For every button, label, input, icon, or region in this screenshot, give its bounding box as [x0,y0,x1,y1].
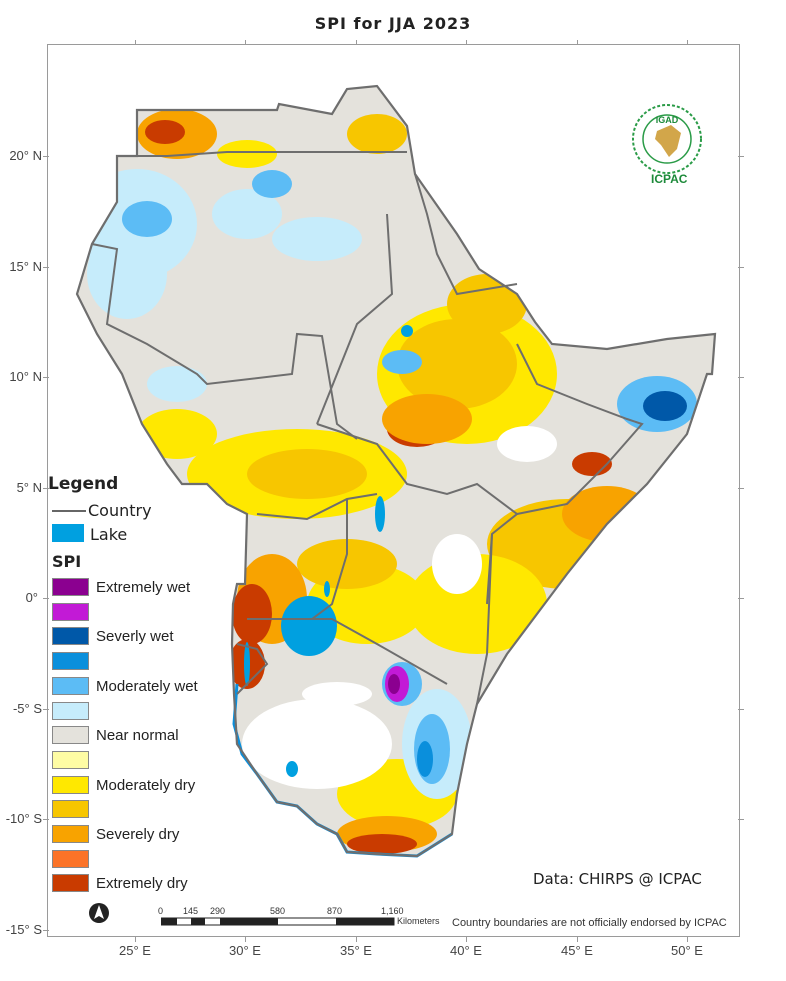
wet-zone [382,350,422,374]
lat-label-15n: 15° N [0,259,42,274]
spi-swatch [52,726,89,744]
wet-zone [122,201,172,237]
no-data-area [432,534,482,594]
no-data-area [302,682,372,706]
wet-zone [417,741,433,777]
wet-zone [643,391,687,421]
lake-turkana [375,496,385,532]
legend-country-label: Country [88,501,152,520]
dry-zone [347,114,407,154]
scale-tick-label: 0 [158,906,163,916]
spi-swatch [52,850,89,868]
igad-logo-icon: IGAD [633,105,701,173]
dry-zone [217,140,277,168]
spi-class-label: Moderately wet [96,678,198,695]
scale-tick-label: 1,160 [381,906,404,916]
lat-label-20n: 20° N [0,148,42,163]
lat-label-10n: 10° N [0,369,42,384]
spi-class-label: Extremely wet [96,579,190,596]
wet-zone [147,366,207,402]
lat-label-5s: -5° S [0,701,42,716]
scale-bar [161,917,395,927]
north-arrow-icon [88,902,110,924]
wet-zone [272,217,362,261]
dry-zone [232,584,272,644]
spi-swatch [52,677,89,695]
spi-swatch [52,702,89,720]
spi-class-label: Severly wet [96,628,174,645]
scale-tick-label: 870 [327,906,342,916]
lake-swatch [52,524,84,542]
wet-zone [388,674,400,694]
logo-top-text: IGAD [656,115,679,125]
lake-victoria [281,596,337,656]
dry-zone [382,394,472,444]
spi-swatch [52,603,89,621]
dry-zone [447,274,527,334]
legend-heading: Legend [48,474,118,494]
spi-swatch [52,776,89,794]
logo-bottom-text: ICPAC [651,172,687,186]
spi-swatch [52,874,89,892]
spi-class-label: Near normal [96,727,179,744]
spi-swatch [52,800,89,818]
lake-tana [401,325,413,337]
country-line-swatch [52,510,86,512]
lon-label-25e: 25° E [105,943,165,958]
no-data-area [242,699,392,789]
lat-label-10s: -10° S [0,811,42,826]
lon-label-50e: 50° E [657,943,717,958]
lat-label-0: 0° [0,590,38,605]
lake-albert [324,581,330,597]
map-title: SPI for JJA 2023 [0,14,786,33]
scale-tick-label: 580 [270,906,285,916]
wet-zone [87,229,167,319]
scale-tick-label: 145 [183,906,198,916]
lon-label-45e: 45° E [547,943,607,958]
legend-lake-label: Lake [90,525,127,544]
lat-label-5n: 5° N [0,480,42,495]
scale-tick-label: 290 [210,906,225,916]
legend-spi-heading: SPI [52,552,81,571]
dry-zone [347,834,417,854]
spi-swatch [52,627,89,645]
data-credit: Data: CHIRPS @ ICPAC [533,870,702,888]
lake-tanganyika [244,642,250,686]
lat-label-15s: -15° S [0,922,42,937]
spi-swatch [52,751,89,769]
lon-label-35e: 35° E [326,943,386,958]
spi-swatch [52,578,89,596]
dry-zone [145,120,185,144]
lon-label-40e: 40° E [436,943,496,958]
spi-swatch [52,652,89,670]
spi-class-label: Severely dry [96,826,179,843]
scale-unit-label: Kilometers [397,916,440,926]
no-data-area [497,426,557,462]
spi-swatch [52,825,89,843]
boundary-disclaimer: Country boundaries are not officially en… [452,917,727,929]
lon-label-30e: 30° E [215,943,275,958]
dry-zone [247,449,367,499]
spi-class-label: Moderately dry [96,777,195,794]
spi-map: IGAD [47,44,740,937]
lake-rukwa [286,761,298,777]
wet-zone [252,170,292,198]
spi-class-label: Extremely dry [96,875,188,892]
